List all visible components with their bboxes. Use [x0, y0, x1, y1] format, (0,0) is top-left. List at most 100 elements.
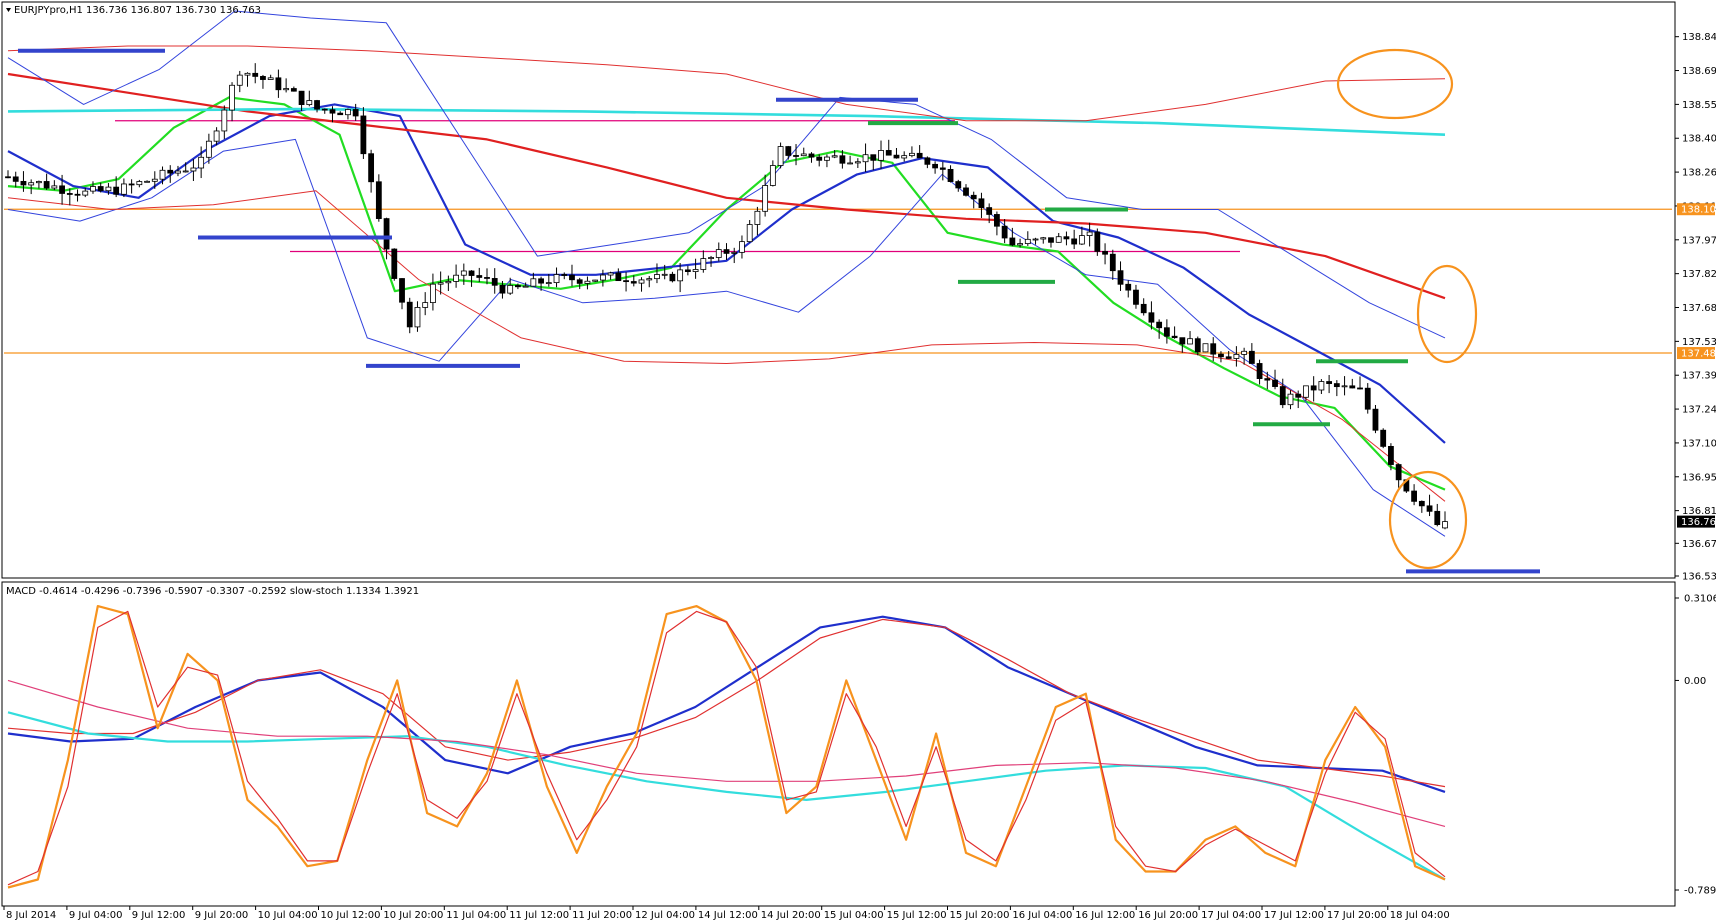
candle-bear: [970, 194, 977, 200]
candle-bull: [708, 257, 714, 259]
candle-bear: [839, 155, 846, 164]
candle-bear: [1156, 321, 1163, 329]
candle-bear: [924, 157, 931, 165]
macd-tick-label: 0.00: [1684, 676, 1706, 687]
time-tick-label: 14 Jul 12:00: [698, 910, 758, 921]
time-tick-label: 16 Jul 12:00: [1075, 910, 1135, 921]
candle-bear: [1218, 353, 1224, 358]
candle-bear: [1009, 237, 1016, 246]
candle-bear: [1272, 379, 1278, 387]
candle-bear: [1225, 356, 1232, 359]
candle-bear: [43, 181, 50, 189]
candle-bear: [963, 187, 969, 196]
candle-bull: [607, 272, 614, 276]
time-tick-label: 11 Jul 04:00: [446, 910, 506, 921]
candle-bear: [1380, 429, 1387, 447]
candle-bear: [623, 280, 629, 283]
candle-bear: [368, 153, 375, 183]
candle-bull: [82, 190, 89, 196]
candle-bull: [654, 274, 660, 280]
candle-bull: [120, 183, 127, 195]
candle-bear: [978, 198, 985, 208]
candle-bear: [260, 76, 266, 80]
price-tag-box: [1677, 347, 1715, 360]
candle-bull: [1202, 343, 1209, 353]
macd-pane-frame: [1, 581, 1676, 907]
ema-slow-line: [7, 103, 1446, 444]
candle-bull: [1233, 353, 1240, 359]
candle-bear: [932, 163, 938, 169]
candle-bear: [12, 176, 19, 182]
bb-upper-line: [7, 10, 1446, 339]
candle-bull: [229, 84, 235, 111]
candle-bear: [1133, 289, 1139, 305]
candle-bear: [1372, 408, 1379, 431]
candle-bull: [1318, 381, 1325, 391]
time-tick-label: 9 Jul 12:00: [132, 910, 186, 921]
candle-bear: [1001, 225, 1008, 239]
candle-bull: [677, 269, 684, 282]
candle-bull: [430, 283, 436, 304]
candle-bear: [1109, 253, 1116, 272]
candle-bear: [1279, 386, 1286, 406]
candle-bull: [244, 72, 251, 76]
candle-bear: [383, 218, 390, 250]
main-chart-header: EURJPYpro,H1 136.736 136.807 136.730 136…: [14, 5, 261, 16]
candle-bear: [66, 193, 73, 195]
candle-bull: [715, 249, 722, 258]
candle-bull: [746, 224, 753, 243]
candle-bear: [816, 156, 823, 161]
candle-bear: [1248, 350, 1255, 364]
candle-bear: [870, 154, 877, 161]
candle-bull: [28, 182, 35, 186]
candle-bull: [1187, 338, 1193, 345]
candle-bear: [1163, 327, 1170, 337]
candle-bear: [515, 285, 521, 288]
candle-bull: [1287, 393, 1294, 406]
price-tag-box: [1677, 515, 1715, 528]
price-axis: 138.840 138.695 138.550 138.405 138.260 138.1…: [1675, 32, 1716, 583]
candle-bull: [530, 278, 537, 287]
candle-bear: [468, 270, 475, 276]
candle-bear: [360, 115, 367, 155]
candle-bear: [1349, 385, 1356, 389]
candle-bull: [1241, 350, 1248, 355]
candle-bull: [1078, 235, 1085, 245]
candle-bull: [901, 155, 908, 159]
candle-bear: [893, 154, 900, 159]
time-tick-label: 12 Jul 04:00: [635, 910, 695, 921]
candle-bear: [5, 176, 11, 179]
candle-bear: [59, 185, 65, 194]
candle-bull: [198, 156, 205, 169]
candle-bull: [854, 161, 861, 164]
candle-bear: [1140, 303, 1147, 314]
candle-bull: [507, 285, 514, 294]
candle-bull: [1341, 385, 1348, 388]
main-price-pane: [4, 10, 1672, 574]
candle-bear: [1295, 393, 1302, 398]
candle-bear: [484, 277, 490, 279]
candle-bull: [453, 274, 459, 282]
candle-bear: [20, 180, 27, 186]
candle-bear: [290, 88, 297, 92]
candle-bull: [599, 274, 606, 281]
time-tick-label: 16 Jul 04:00: [1012, 910, 1072, 921]
candle-bear: [808, 153, 815, 158]
candle-bull: [105, 186, 112, 192]
candle-bear: [167, 169, 174, 174]
candle-bull: [646, 278, 653, 281]
candle-bear: [1102, 250, 1108, 255]
candle-bull: [437, 282, 444, 285]
time-tick-label: 17 Jul 12:00: [1264, 910, 1324, 921]
price-tick-label: 138.840: [1682, 32, 1716, 43]
candle-bull: [51, 185, 58, 189]
pane-menu-triangle-icon[interactable]: [6, 8, 11, 12]
candle-bull: [909, 152, 915, 157]
time-tick-label: 14 Jul 20:00: [761, 910, 821, 921]
candle-bull: [151, 178, 158, 182]
candle-bull: [1086, 231, 1093, 236]
candle-bear: [684, 269, 691, 273]
price-tick-label: 138.405: [1682, 134, 1716, 145]
bb-lower-line: [7, 138, 1446, 537]
